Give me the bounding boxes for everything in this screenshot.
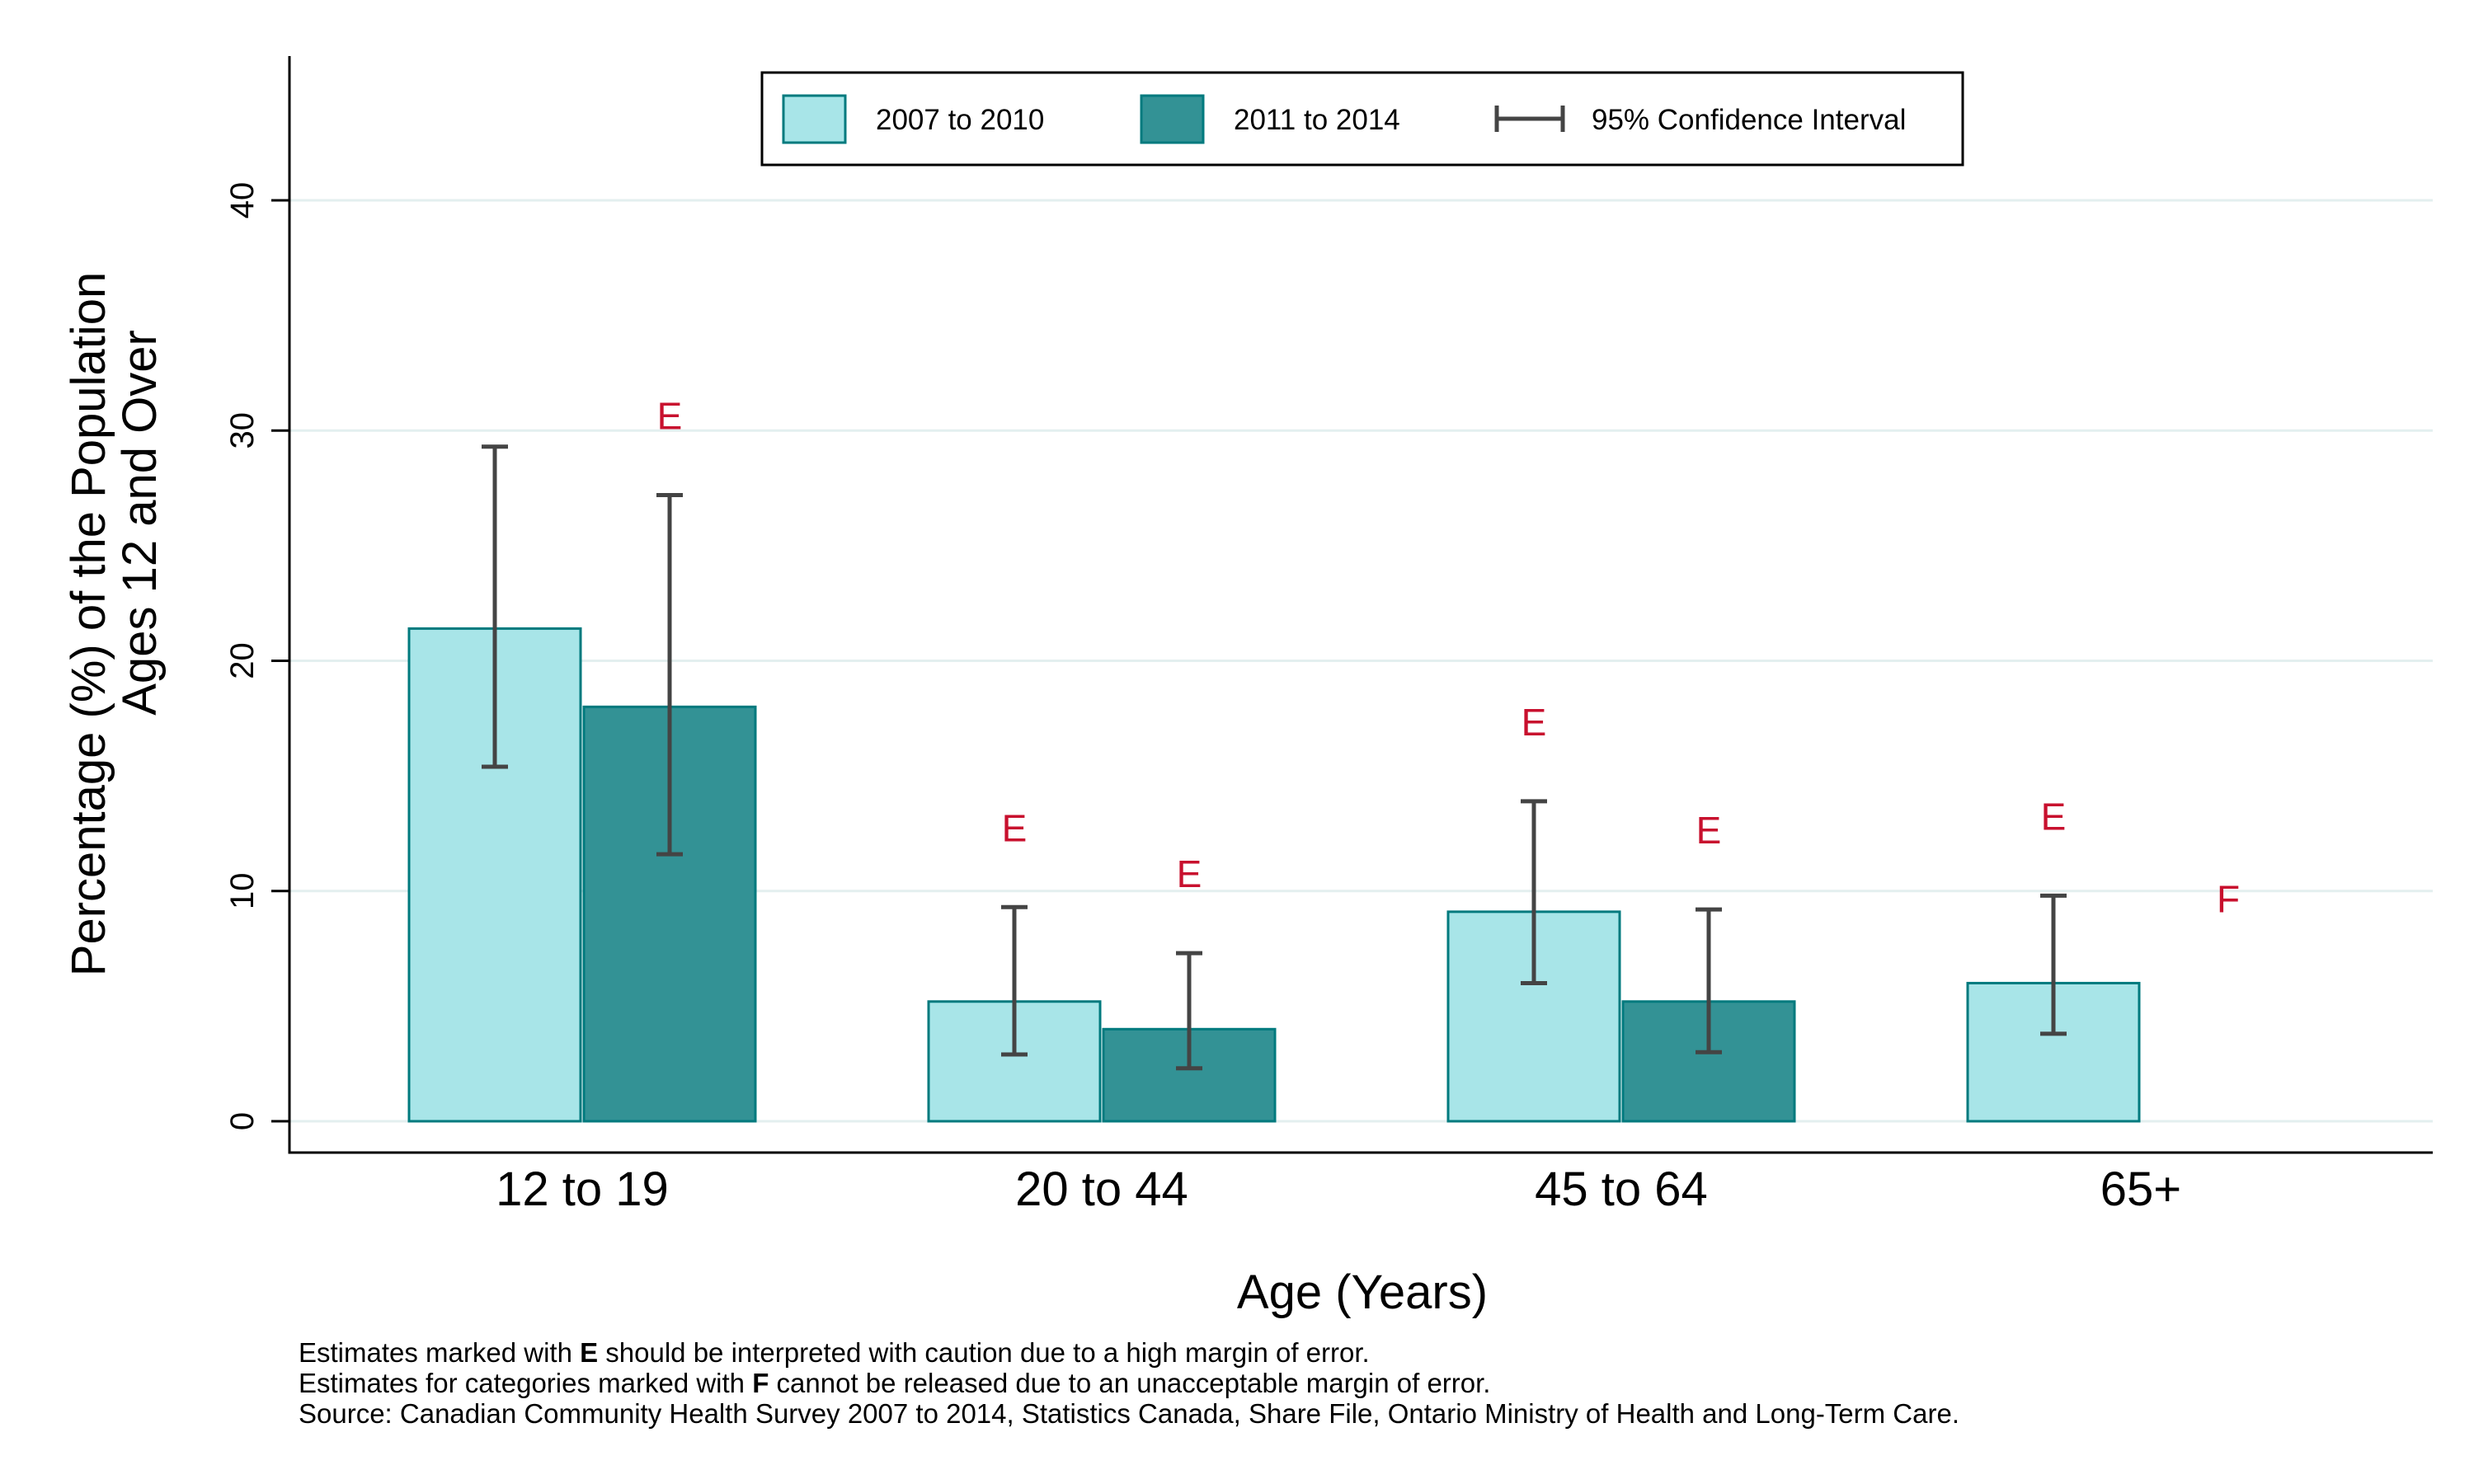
y-axis-title-line-1: Percentage (%) of the Population [62,272,115,976]
footnote-e-flag: E [580,1337,599,1368]
footnotes: Estimates marked with E should be interp… [299,1337,2443,1429]
ci-45-to-64-2011-to-2014 [1696,907,1722,1054]
footnote-e-pre: Estimates marked with [299,1337,581,1368]
ci-20-to-44-2007-to-2010 [1001,904,1028,1057]
x-axis-title: Age (Years) [1237,1266,1488,1319]
footnote-f: Estimates for categories marked with F c… [299,1368,2443,1398]
ci-65--2007-to-2010 [2040,893,2067,1036]
x-tick-label-65-: 65+ [2100,1162,2181,1216]
footnote-source: Source: Canadian Community Health Survey… [299,1398,1959,1429]
legend-label-ci: 95% Confidence Interval [1592,104,1906,136]
y-axis-title-line-2: Ages 12 and Over [113,330,167,716]
footnote-f-pre: Estimates for categories marked with [299,1368,753,1398]
y-tick-label-40: 40 [224,182,261,219]
x-tick-label-12-to-19: 12 to 19 [496,1162,669,1216]
footnote-f-flag: F [752,1368,769,1398]
ci-12-to-19-2007-to-2010 [482,444,508,769]
legend-label-2011-2014: 2011 to 2014 [1234,104,1400,136]
legend-label-2007-2010: 2007 to 2010 [876,104,1044,136]
legend-swatch-2007-2010 [782,94,847,144]
flag-45-to-64-2011-to-2014: E [1696,809,1722,852]
estimate-flags: E E E E E E F [657,394,2240,920]
axes [288,56,2433,1154]
flag-12-to-19-2011-to-2014: E [657,394,683,437]
flag-45-to-64-2007-to-2010: E [1522,701,1547,744]
confidence-intervals [482,444,2067,1071]
footnote-f-post: cannot be released due to an unacceptabl… [769,1368,1491,1398]
x-tick-label-20-to-44: 20 to 44 [1015,1162,1188,1216]
tick-labels: 0 10 20 30 40 12 to 19 20 to 44 45 to 64 65+ [224,182,2181,1216]
ci-12-to-19-2011-to-2014 [656,492,683,857]
flag-65--2011-to-2014: F [2217,877,2240,920]
ci-45-to-64-2007-to-2010 [1521,799,1547,985]
y-tick-label-20: 20 [224,642,261,679]
legend-ci-symbol [1494,106,1565,132]
flag-20-to-44-2007-to-2010: E [1002,806,1028,849]
ci-20-to-44-2011-to-2014 [1176,951,1202,1071]
legend-swatch-2011-2014 [1140,94,1205,144]
y-tick-label-10: 10 [224,873,261,910]
footnote-e: Estimates marked with E should be interp… [299,1337,2443,1368]
legend: 2007 to 2010 2011 to 2014 95% Confidence… [760,71,1964,167]
bars [407,627,2141,1123]
flag-65--2007-to-2010: E [2041,795,2067,838]
footnote-e-post: should be interpreted with caution due t… [598,1337,1370,1368]
y-tick-label-30: 30 [224,412,261,449]
y-tick-label-0: 0 [224,1112,261,1130]
legend-box [760,71,1964,167]
bar-20-to-44-2007-to-2010 [927,1000,1102,1123]
flag-20-to-44-2011-to-2014: E [1177,852,1202,895]
x-tick-label-45-to-64: 45 to 64 [1535,1162,1708,1216]
